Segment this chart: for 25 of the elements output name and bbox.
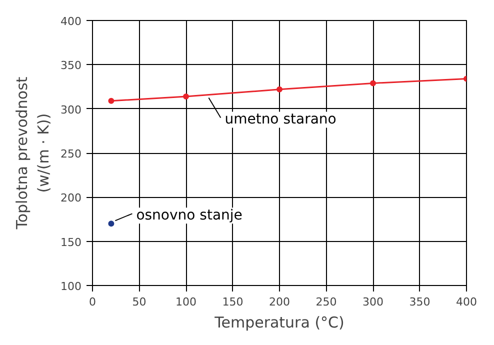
x-tick-label: 150 [222,296,244,308]
x-tick-label: 350 [409,296,430,308]
x-tick-label: 200 [269,296,290,308]
point [108,98,114,104]
y-tick-label: 350 [60,59,82,72]
point [108,220,114,227]
annotation: umetno starano [224,112,336,128]
x-axis-title: Temperatura (°C) [214,314,344,332]
x-tick-label: 250 [316,296,337,308]
x-tick-label: 0 [89,296,96,308]
point [370,80,376,86]
y-tick-label: 100 [60,280,82,293]
y-tick-label: 300 [60,103,82,116]
x-tick-label: 300 [362,296,384,308]
point [183,93,189,100]
x-tick-label: 50 [132,296,146,308]
point [276,86,282,92]
y-tick-label: 200 [60,192,82,205]
y-tick-label: 250 [60,148,82,160]
x-tick-label: 100 [176,296,196,308]
y-tick-label: 400 [60,15,82,28]
annotation: osnovno stanje [136,208,242,224]
y-axis-title: Toplotna prevodnost (w/(m · K)) [12,76,53,230]
y-tick-label: 150 [60,236,82,249]
x-tick-label: 400 [456,296,477,308]
